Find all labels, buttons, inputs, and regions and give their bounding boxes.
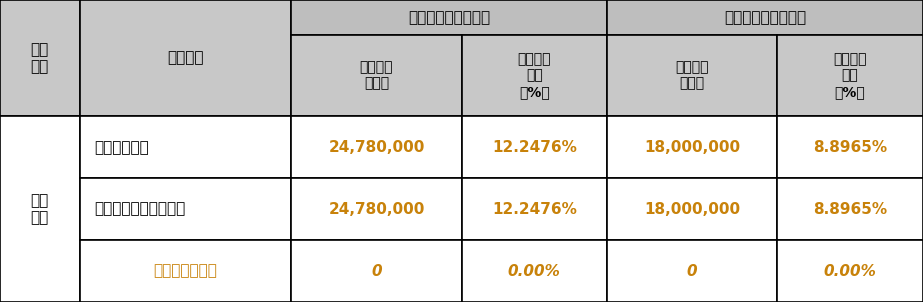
Bar	[777, 116, 923, 178]
Text: 18,000,000: 18,000,000	[644, 140, 740, 155]
Text: 合计持有股份: 合计持有股份	[94, 140, 150, 155]
Bar	[462, 35, 607, 116]
Text: 股东
名称: 股东 名称	[30, 42, 49, 74]
Bar	[292, 116, 462, 178]
Text: 股份性质: 股份性质	[167, 51, 204, 66]
Text: 12.2476%: 12.2476%	[492, 140, 577, 155]
Bar	[79, 0, 292, 116]
Bar	[607, 0, 923, 35]
Text: 8.8965%: 8.8965%	[813, 140, 887, 155]
Bar	[462, 240, 607, 302]
Bar	[0, 0, 79, 116]
Bar	[777, 178, 923, 240]
Bar	[462, 178, 607, 240]
Text: 本次减持后持有股份: 本次减持后持有股份	[724, 10, 806, 25]
Text: 24,780,000: 24,780,000	[329, 140, 425, 155]
Bar	[292, 0, 607, 35]
Text: 有限售条件股份: 有限售条件股份	[153, 264, 218, 278]
Text: 24,780,000: 24,780,000	[329, 202, 425, 217]
Bar	[79, 178, 292, 240]
Text: 股份数量
（股）: 股份数量 （股）	[676, 60, 709, 91]
Bar	[292, 178, 462, 240]
Text: 18,000,000: 18,000,000	[644, 202, 740, 217]
Bar	[777, 35, 923, 116]
Text: 12.2476%: 12.2476%	[492, 202, 577, 217]
Bar	[292, 35, 462, 116]
Text: 8.8965%: 8.8965%	[813, 202, 887, 217]
Text: 鲁信
资本: 鲁信 资本	[30, 193, 49, 225]
Bar	[607, 116, 777, 178]
Text: 占总股本
比例
（%）: 占总股本 比例 （%）	[518, 52, 551, 99]
Text: 本次减持前持有股份: 本次减持前持有股份	[408, 10, 490, 25]
Bar	[79, 240, 292, 302]
Text: 0: 0	[371, 264, 382, 278]
Bar	[777, 240, 923, 302]
Bar	[607, 35, 777, 116]
Text: 占总股本
比例
（%）: 占总股本 比例 （%）	[833, 52, 867, 99]
Text: 0: 0	[687, 264, 698, 278]
Bar	[607, 240, 777, 302]
Text: 0.00%: 0.00%	[823, 264, 877, 278]
Bar	[292, 240, 462, 302]
Text: 0.00%: 0.00%	[508, 264, 561, 278]
Text: 股份数量
（股）: 股份数量 （股）	[360, 60, 393, 91]
Bar	[607, 178, 777, 240]
Text: 其中：无限售条件股份: 其中：无限售条件股份	[94, 202, 186, 217]
Bar	[462, 116, 607, 178]
Bar	[79, 116, 292, 178]
Bar	[0, 116, 79, 302]
